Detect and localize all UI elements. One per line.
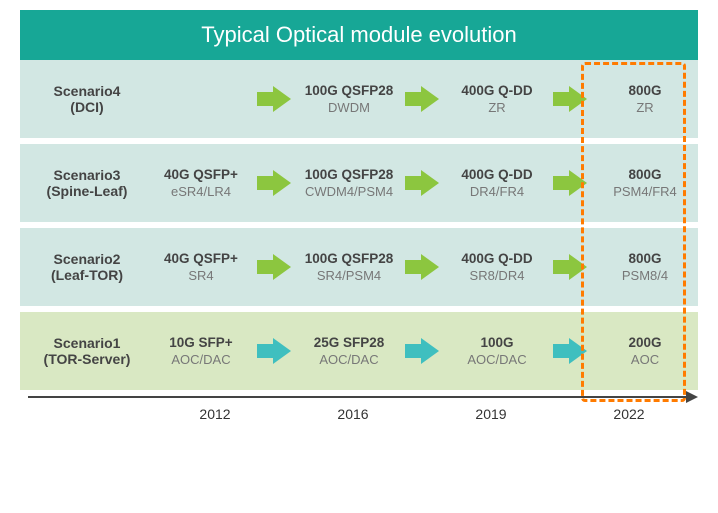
module-item: 100G AOC/DAC xyxy=(442,335,552,367)
module-title: 40G QSFP+ xyxy=(146,167,256,182)
arrow-icon xyxy=(552,254,590,280)
timeline-axis-wrap xyxy=(20,396,698,398)
evolution-diagram: Typical Optical module evolution Scenari… xyxy=(0,0,718,427)
module-subtitle: ZR xyxy=(590,100,700,115)
scenario-row: Scenario2(Leaf-TOR)40G QSFP+ SR4 100G QSFP… xyxy=(20,228,698,306)
timeline-year: 2012 xyxy=(146,406,284,422)
scenario-row: Scenario3(Spine-Leaf)40G QSFP+ eSR4/LR4 10… xyxy=(20,144,698,222)
module-title: 25G SFP28 xyxy=(294,335,404,350)
module-subtitle: DWDM xyxy=(294,100,404,115)
module-item: 400G Q-DD DR4/FR4 xyxy=(442,167,552,199)
arrow-icon xyxy=(256,86,294,112)
module-item: 25G SFP28 AOC/DAC xyxy=(294,335,404,367)
scenario-label-title: Scenario3 xyxy=(28,167,146,183)
timeline-year: 2022 xyxy=(560,406,698,422)
module-subtitle: AOC xyxy=(590,352,700,367)
arrow-icon xyxy=(552,86,590,112)
arrow-icon xyxy=(552,338,590,364)
scenario-label-title: Scenario1 xyxy=(28,335,146,351)
module-item: 100G QSFP28 DWDM xyxy=(294,83,404,115)
module-title: 100G xyxy=(442,335,552,350)
arrow-icon xyxy=(256,170,294,196)
module-item: 10G SFP+ AOC/DAC xyxy=(146,335,256,367)
module-title: 800G xyxy=(590,251,700,266)
module-subtitle: AOC/DAC xyxy=(146,352,256,367)
diagram-title: Typical Optical module evolution xyxy=(20,10,698,60)
arrow-icon xyxy=(404,254,442,280)
module-title: 800G xyxy=(590,167,700,182)
module-item: 800G PSM8/4 xyxy=(590,251,700,283)
timeline-axis xyxy=(28,396,688,398)
timeline-year: 2019 xyxy=(422,406,560,422)
scenario-label-sub: (Leaf-TOR) xyxy=(28,267,146,283)
module-title: 10G SFP+ xyxy=(146,335,256,350)
scenario-label: Scenario4(DCI) xyxy=(28,83,146,115)
module-subtitle: AOC/DAC xyxy=(294,352,404,367)
module-subtitle: CWDM4/PSM4 xyxy=(294,184,404,199)
module-title: 100G QSFP28 xyxy=(294,83,404,98)
module-subtitle: SR8/DR4 xyxy=(442,268,552,283)
arrow-icon xyxy=(404,338,442,364)
arrow-icon xyxy=(404,86,442,112)
module-title: 800G xyxy=(590,83,700,98)
scenario-label: Scenario1(TOR-Server) xyxy=(28,335,146,367)
arrow-icon xyxy=(552,170,590,196)
module-subtitle: PSM8/4 xyxy=(590,268,700,283)
module-item: 40G QSFP+ SR4 xyxy=(146,251,256,283)
scenario-label-title: Scenario4 xyxy=(28,83,146,99)
module-title: 400G Q-DD xyxy=(442,251,552,266)
module-subtitle: ZR xyxy=(442,100,552,115)
content-zone: Typical Optical module evolution Scenari… xyxy=(20,10,698,390)
timeline-year: 2016 xyxy=(284,406,422,422)
module-title: 100G QSFP28 xyxy=(294,251,404,266)
module-item: 400G Q-DD ZR xyxy=(442,83,552,115)
scenario-label-title: Scenario2 xyxy=(28,251,146,267)
module-title: 400G Q-DD xyxy=(442,83,552,98)
arrow-icon xyxy=(256,254,294,280)
module-subtitle: eSR4/LR4 xyxy=(146,184,256,199)
module-title: 200G xyxy=(590,335,700,350)
module-item: 200G AOC xyxy=(590,335,700,367)
scenario-label: Scenario3(Spine-Leaf) xyxy=(28,167,146,199)
arrow-icon xyxy=(256,338,294,364)
scenario-label-sub: (DCI) xyxy=(28,99,146,115)
module-subtitle: SR4/PSM4 xyxy=(294,268,404,283)
scenario-label: Scenario2(Leaf-TOR) xyxy=(28,251,146,283)
module-title: 400G Q-DD xyxy=(442,167,552,182)
arrow-icon xyxy=(404,170,442,196)
module-subtitle: AOC/DAC xyxy=(442,352,552,367)
module-item: 100G QSFP28 SR4/PSM4 xyxy=(294,251,404,283)
module-subtitle: DR4/FR4 xyxy=(442,184,552,199)
module-item: 100G QSFP28 CWDM4/PSM4 xyxy=(294,167,404,199)
module-item: 800G ZR xyxy=(590,83,700,115)
module-title: 40G QSFP+ xyxy=(146,251,256,266)
module-subtitle: PSM4/FR4 xyxy=(590,184,700,199)
module-item: 40G QSFP+ eSR4/LR4 xyxy=(146,167,256,199)
timeline-years: 2012201620192022 xyxy=(20,406,698,422)
module-title: 100G QSFP28 xyxy=(294,167,404,182)
scenario-label-sub: (TOR-Server) xyxy=(28,351,146,367)
scenario-row: Scenario4(DCI) 100G QSFP28 DWDM 400G Q-DD ZR… xyxy=(20,60,698,138)
module-item: 800G PSM4/FR4 xyxy=(590,167,700,199)
scenario-row: Scenario1(TOR-Server)10G SFP+AOC/DAC25G … xyxy=(20,312,698,390)
scenario-label-sub: (Spine-Leaf) xyxy=(28,183,146,199)
module-item: 400G Q-DD SR8/DR4 xyxy=(442,251,552,283)
module-subtitle: SR4 xyxy=(146,268,256,283)
